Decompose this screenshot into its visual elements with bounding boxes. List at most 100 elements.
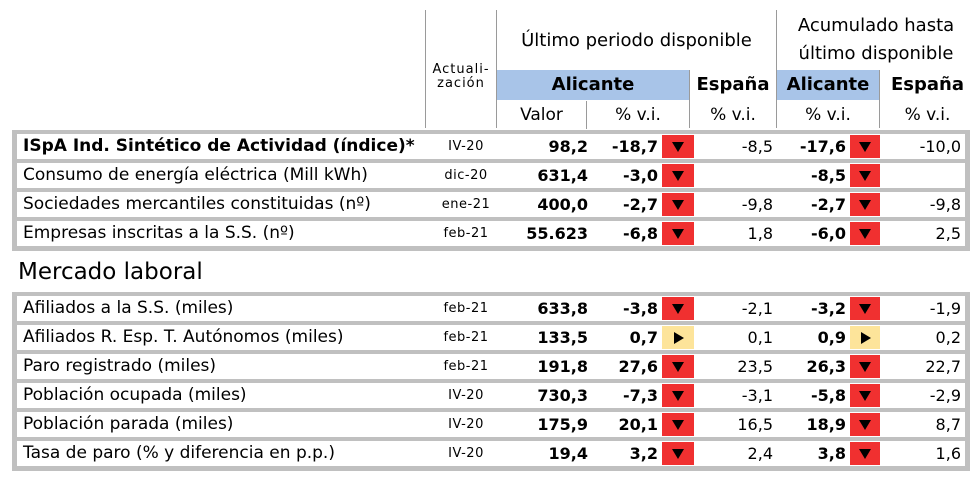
row-label: Sociedades mercantiles constituidas (nº): [23, 194, 371, 214]
row-acc-pct-alicante: -5,8: [811, 386, 846, 405]
table-row: Consumo de energía eléctrica (Mill kWh) d…: [17, 163, 965, 188]
row-pct-alicante: -18,7: [611, 137, 658, 156]
down-arrow-icon: [850, 384, 880, 407]
row-acc-pct-espana: -9,8: [929, 195, 961, 214]
row-pct-alicante: 27,6: [618, 357, 658, 376]
row-pct-espana: 16,5: [737, 415, 773, 434]
row-update: ene-21: [441, 197, 491, 212]
row-pct-alicante: -3,0: [623, 166, 658, 185]
row-acc-pct-alicante: -17,6: [799, 137, 846, 156]
row-update: dic-20: [444, 168, 488, 183]
row-value: 633,8: [537, 299, 588, 318]
down-arrow-icon: [850, 164, 880, 187]
region-header-alicante: Alicante: [497, 70, 689, 100]
row-acc-pct-alicante: -2,7: [811, 195, 846, 214]
row-value: 730,3: [537, 386, 588, 405]
accumulated-header-line2: último disponible: [798, 43, 954, 64]
down-arrow-icon: [850, 355, 880, 378]
down-arrow-icon: [850, 297, 880, 320]
sub-header-value: Valor: [520, 105, 563, 125]
table-row: Sociedades mercantiles constituidas (nº)…: [17, 192, 965, 217]
row-acc-pct-alicante: -6,0: [811, 224, 846, 243]
activity-table: ISpA Ind. Sintético de Actividad (índice…: [12, 130, 970, 251]
row-value: 191,8: [537, 357, 588, 376]
row-label: Paro registrado (miles): [23, 356, 217, 376]
row-pct-espana: 2,4: [747, 444, 773, 463]
row-pct-espana: -3,1: [741, 386, 773, 405]
row-pct-espana: -2,1: [741, 299, 773, 318]
table-row: Afiliados a la S.S. (miles) feb-21 633,8 -3…: [17, 296, 965, 321]
row-acc-pct-alicante: 0,9: [817, 328, 846, 347]
row-pct-alicante: 20,1: [618, 415, 658, 434]
region-header-alicante-acc: Alicante: [777, 70, 879, 100]
row-value: 400,0: [537, 195, 588, 214]
row-acc-pct-espana: -10,0: [919, 137, 961, 156]
row-value: 98,2: [548, 137, 588, 156]
row-acc-pct-alicante: -3,2: [811, 299, 846, 318]
row-acc-pct-alicante: 3,8: [817, 444, 846, 463]
down-arrow-icon: [850, 135, 880, 158]
down-arrow-icon: [662, 164, 694, 187]
row-pct-alicante: -2,7: [623, 195, 658, 214]
table-row: Tasa de paro (% y diferencia en p.p.) IV-…: [17, 441, 965, 466]
row-pct-alicante: -6,8: [623, 224, 658, 243]
row-label: ISpA Ind. Sintético de Actividad (índice…: [23, 136, 415, 156]
row-acc-pct-alicante: -8,5: [811, 166, 846, 185]
table-row: Población ocupada (miles) IV-20 730,3 -7,3 -…: [17, 383, 965, 408]
right-arrow-icon: [850, 326, 880, 349]
sub-header-pct: % v.i.: [615, 105, 661, 125]
row-pct-espana: 1,8: [747, 224, 773, 243]
down-arrow-icon: [850, 193, 880, 216]
row-acc-pct-espana: 2,5: [935, 224, 961, 243]
row-pct-espana: 23,5: [737, 357, 773, 376]
row-acc-pct-espana: 0,2: [935, 328, 961, 347]
last-period-header: Último periodo disponible: [521, 30, 752, 51]
row-label: Población parada (miles): [23, 414, 234, 434]
row-pct-espana: [697, 163, 777, 188]
row-pct-alicante: -3,8: [623, 299, 658, 318]
row-label: Empresas inscritas a la S.S. (nº): [23, 223, 295, 243]
row-update: feb-21: [443, 301, 489, 316]
header-divider: [689, 70, 690, 128]
header-divider: [776, 10, 777, 128]
header-divider: [425, 10, 426, 128]
down-arrow-icon: [662, 442, 694, 465]
row-label: Población ocupada (miles): [23, 385, 247, 405]
sub-header-pct: % v.i.: [805, 105, 851, 125]
country-header-espana: España: [696, 74, 770, 95]
row-update: IV-20: [448, 388, 484, 403]
right-arrow-icon: [662, 326, 694, 349]
row-acc-pct-espana: -1,9: [929, 299, 961, 318]
header-divider: [879, 70, 880, 128]
section-title-mercado-laboral: Mercado laboral: [18, 259, 203, 285]
down-arrow-icon: [662, 135, 694, 158]
down-arrow-icon: [662, 413, 694, 436]
sub-header-pct: % v.i.: [710, 105, 756, 125]
row-pct-alicante: 0,7: [629, 328, 658, 347]
row-pct-espana: -9,8: [741, 195, 773, 214]
row-value: 133,5: [537, 328, 588, 347]
table-row: ISpA Ind. Sintético de Actividad (índice…: [17, 134, 965, 159]
row-update: IV-20: [448, 417, 484, 432]
row-value: 19,4: [548, 444, 588, 463]
down-arrow-icon: [850, 222, 880, 245]
down-arrow-icon: [850, 442, 880, 465]
row-acc-pct-espana: 1,6: [935, 444, 961, 463]
table-row: Afiliados R. Esp. T. Autónomos (miles) fe…: [17, 325, 965, 350]
down-arrow-icon: [850, 413, 880, 436]
down-arrow-icon: [662, 355, 694, 378]
row-acc-pct-espana: 22,7: [925, 357, 961, 376]
row-value: 55.623: [526, 224, 588, 243]
row-update: feb-21: [443, 226, 489, 241]
row-acc-pct-alicante: 26,3: [806, 357, 846, 376]
row-pct-espana: -8,5: [741, 137, 773, 156]
row-acc-pct-alicante: 18,9: [806, 415, 846, 434]
row-label: Consumo de energía eléctrica (Mill kWh): [23, 165, 368, 185]
table-row: Población parada (miles) IV-20 175,9 20,1 16…: [17, 412, 965, 437]
header-divider: [496, 10, 497, 128]
row-acc-pct-espana: [883, 163, 965, 188]
update-col-header-line2: zación: [437, 76, 485, 91]
table-row: Empresas inscritas a la S.S. (nº) feb-21 5…: [17, 221, 965, 246]
row-update: feb-21: [443, 330, 489, 345]
header-divider: [586, 101, 587, 129]
